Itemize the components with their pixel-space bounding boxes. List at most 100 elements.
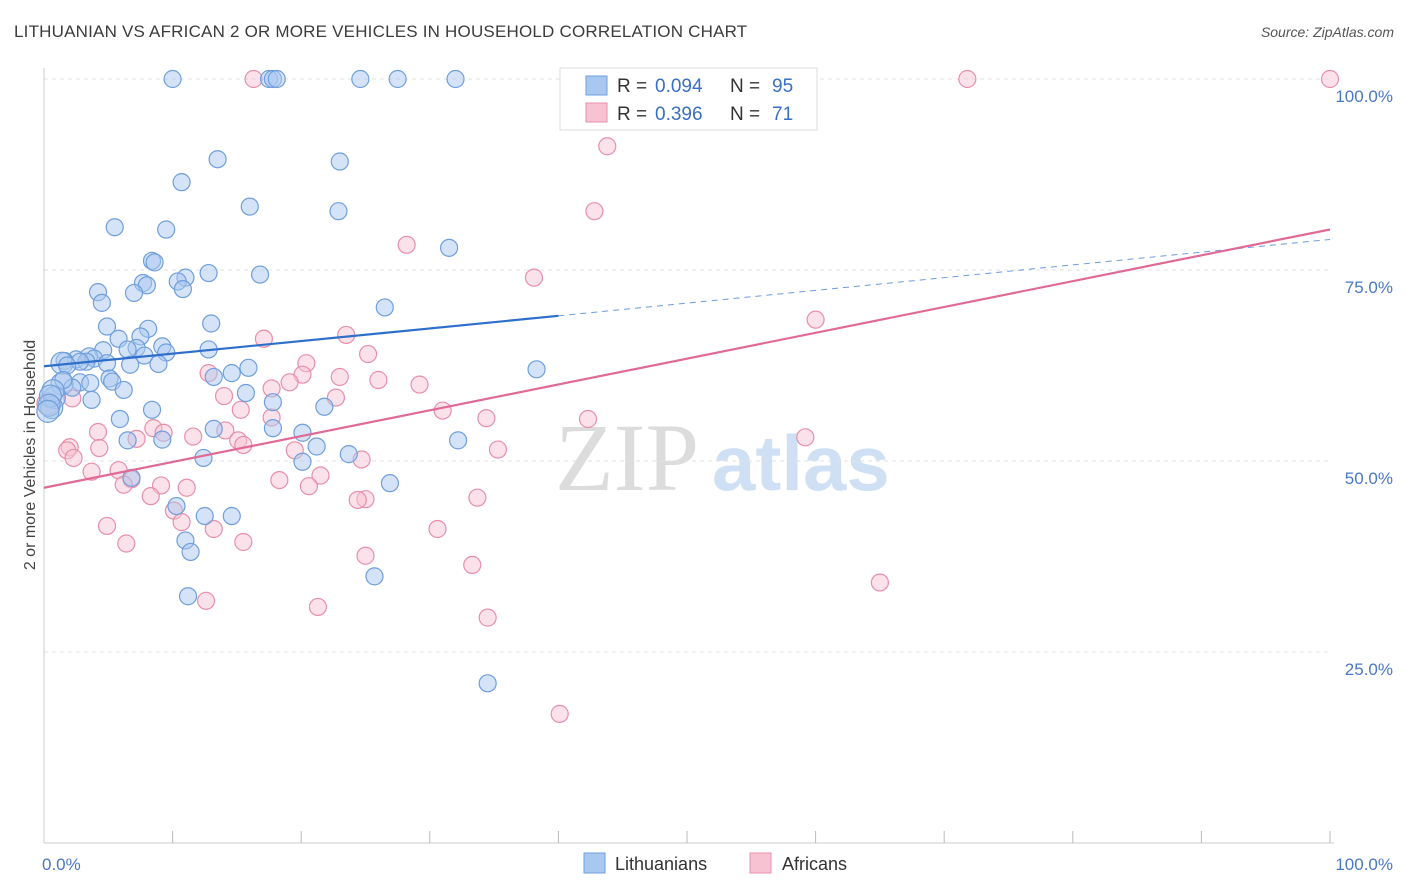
legend-n-value-2: 71: [772, 104, 793, 125]
lithuanians-point: [263, 393, 283, 412]
y-tick-label-50: 50.0%: [1345, 469, 1393, 488]
africans-point: [88, 422, 108, 442]
lithuanians-point: [375, 298, 394, 317]
lithuanians-point: [204, 419, 223, 439]
africans-point: [234, 435, 253, 455]
lithuanians-point: [267, 69, 286, 89]
bottom-swatch-africans: [749, 852, 772, 874]
lithuanians-point: [153, 430, 172, 449]
lithuanians-point: [167, 496, 186, 516]
lithuanians-point: [110, 409, 129, 429]
africans-point: [488, 440, 508, 459]
lithuanians-point: [121, 355, 140, 374]
africans-point: [550, 704, 569, 723]
lithuanians-point: [97, 354, 117, 373]
lithuanians-point: [118, 340, 137, 359]
lithuanians-point: [527, 360, 546, 379]
lithuanians-point: [118, 431, 137, 450]
watermark-zip: ZIP: [555, 404, 699, 511]
lithuanians-point: [478, 674, 497, 693]
africans-point: [478, 608, 497, 627]
africans-point: [214, 386, 234, 406]
lithuanians-point: [97, 317, 117, 336]
lithuanians-point: [173, 280, 192, 299]
lithuanians-point: [351, 69, 370, 89]
lithuanians-point: [81, 373, 100, 393]
lithuanians-point: [239, 358, 258, 377]
lithuanians-point: [36, 399, 60, 423]
legend-r-label-1: R =: [617, 76, 647, 97]
africans-point: [330, 367, 349, 387]
x-tick-label-max: 100.0%: [1335, 855, 1393, 874]
africans-trend-line: [43, 228, 1331, 489]
lithuanians-point: [124, 283, 144, 303]
africans-point: [1320, 69, 1340, 89]
lithuanians-point: [149, 354, 168, 374]
lithuanians-point: [250, 265, 270, 284]
legend-swatch-lithuanians: [585, 75, 608, 96]
lithuanians-point: [339, 445, 358, 464]
africans-point: [410, 375, 429, 394]
lithuanians-point: [195, 506, 214, 526]
africans-point: [117, 534, 136, 553]
africans-point: [358, 344, 378, 364]
legend-n-label-1: N =: [730, 76, 760, 97]
africans-point: [82, 462, 101, 481]
africans-point: [196, 591, 216, 610]
africans-point: [90, 438, 109, 458]
lithuanians-point: [365, 567, 384, 586]
africans-point: [308, 597, 328, 617]
lithuanians-point: [240, 197, 259, 216]
lithuanians-point: [199, 263, 218, 283]
africans-point: [177, 478, 196, 497]
africans-point: [578, 409, 598, 429]
legend-r-label-2: R =: [617, 104, 647, 125]
africans-point: [463, 555, 482, 575]
bottom-legend-lithuanians: Lithuanians: [615, 854, 707, 874]
legend-r-value-1: 0.094: [655, 76, 703, 97]
africans-point: [369, 370, 388, 390]
lithuanians-point: [82, 390, 101, 409]
lithuanians-point: [222, 364, 241, 383]
africans-point: [244, 69, 263, 89]
lithuanians-point: [439, 238, 459, 257]
africans-point: [311, 466, 330, 485]
lithuanians-point: [330, 152, 349, 171]
chart-title: LITHUANIAN VS AFRICAN 2 OR MORE VEHICLES…: [14, 22, 748, 41]
lithuanians-point: [178, 587, 198, 606]
lithuanians-point: [208, 150, 227, 169]
africans-point: [337, 325, 356, 345]
africans-point: [428, 519, 447, 539]
bottom-swatch-lithuanians: [583, 852, 606, 874]
lithuanians-point: [388, 69, 407, 89]
lithuanians-point: [145, 253, 164, 272]
lithuanians-point: [181, 542, 200, 562]
lithuanians-point: [163, 69, 182, 89]
lithuanians-point: [293, 423, 312, 442]
lithuanians-point: [172, 173, 191, 192]
lithuanians-point: [446, 69, 465, 89]
gridlines: [44, 78, 1330, 653]
x-tick-label-min: 0.0%: [42, 855, 81, 874]
africans-point: [806, 310, 825, 329]
africans-point: [433, 401, 452, 420]
africans-point: [270, 471, 289, 490]
africans-point: [356, 546, 375, 565]
africans-point: [184, 427, 203, 446]
africans-point: [477, 409, 496, 428]
africans-point: [598, 137, 617, 156]
lithuanians-point: [202, 314, 221, 333]
y-tick-label-75: 75.0%: [1345, 278, 1393, 297]
africans-point: [585, 202, 604, 221]
lithuanians-point: [92, 293, 111, 312]
lithuanians-point: [380, 474, 400, 493]
y-tick-label-100: 100.0%: [1335, 87, 1393, 106]
africans-point: [397, 235, 416, 254]
africans-point: [958, 69, 977, 89]
series-legend: Lithuanians Africans: [583, 852, 847, 874]
legend-r-value-2: 0.396: [655, 104, 703, 125]
y-tick-label-25: 25.0%: [1345, 660, 1393, 679]
tick-labels: 25.0% 50.0% 75.0% 100.0% 0.0% 100.0%: [42, 87, 1393, 874]
lithuanians-point: [157, 220, 176, 239]
